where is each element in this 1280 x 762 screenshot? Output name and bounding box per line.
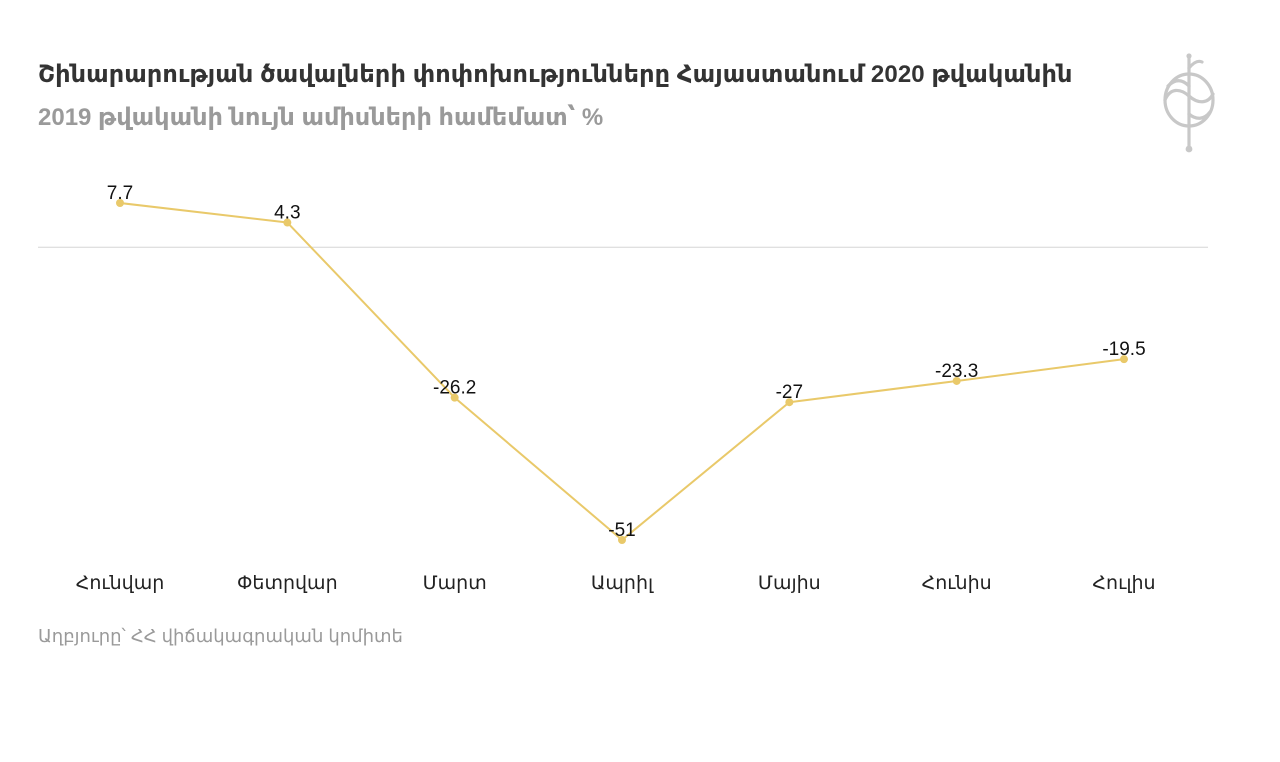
- data-label: 4.3: [274, 203, 300, 224]
- data-label: -51: [608, 520, 635, 541]
- chart-subtitle: 2019 թվականի նույն ամիսների համեմատ՝ %: [38, 104, 604, 131]
- x-tick-label: Հունվար: [76, 573, 165, 594]
- emblem-icon: [1163, 53, 1215, 153]
- data-label: -23.3: [935, 361, 978, 382]
- x-tick-label: Մայիս: [758, 573, 821, 594]
- data-point: [952, 376, 961, 385]
- data-label: -26.2: [433, 378, 476, 399]
- x-tick-label: Հունիս: [922, 573, 992, 594]
- data-label: -19.5: [1102, 339, 1145, 360]
- data-point: [450, 393, 459, 402]
- data-label: -27: [776, 382, 803, 403]
- data-label: 7.7: [107, 183, 133, 204]
- data-point: [1120, 355, 1128, 364]
- chart-title: Շինարարության ծավալների փոփոխությունները…: [38, 61, 1073, 88]
- data-point: [283, 218, 292, 227]
- source-note: Աղբյուրը՝ ՀՀ վիճակագրական կոմիտե: [38, 626, 403, 646]
- data-point: [116, 199, 124, 207]
- x-tick-label: Փետրվար: [237, 573, 338, 594]
- x-tick-label: Մարտ: [423, 573, 487, 594]
- data-point: [618, 536, 626, 544]
- data-point: [785, 398, 794, 407]
- x-tick-label: Ապրիլ: [591, 573, 654, 594]
- x-tick-label: Հուլիս: [1092, 573, 1155, 594]
